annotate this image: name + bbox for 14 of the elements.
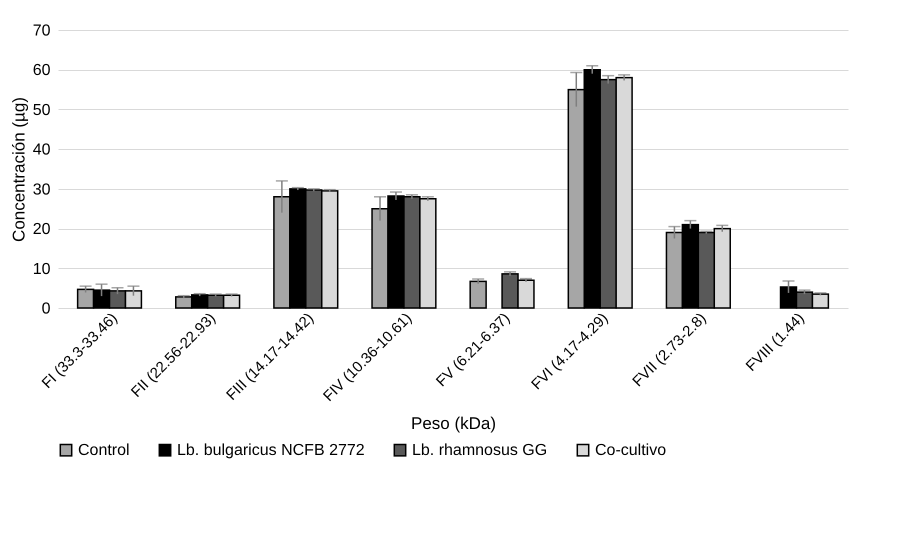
legend-label: Lb. rhamnosus GG bbox=[412, 442, 548, 460]
x-axis-title: Peso (kDa) bbox=[410, 414, 496, 434]
y-tick-label: 10 bbox=[32, 260, 51, 278]
legend-label: Lb. bulgaricus NCFB 2772 bbox=[177, 442, 365, 460]
y-axis-title: Concentración (µg) bbox=[10, 97, 29, 242]
y-tick-label: 70 bbox=[32, 22, 51, 40]
legend-label: Control bbox=[78, 442, 130, 460]
y-tick-label: 30 bbox=[32, 181, 51, 198]
y-tick-label: 60 bbox=[32, 62, 51, 80]
y-tick-label: 40 bbox=[32, 142, 51, 159]
y-tick-label: 0 bbox=[42, 300, 51, 318]
y-tick-label: 20 bbox=[32, 221, 51, 238]
legend-label: Co-cultivo bbox=[595, 442, 666, 460]
y-tick-label: 50 bbox=[32, 102, 51, 119]
